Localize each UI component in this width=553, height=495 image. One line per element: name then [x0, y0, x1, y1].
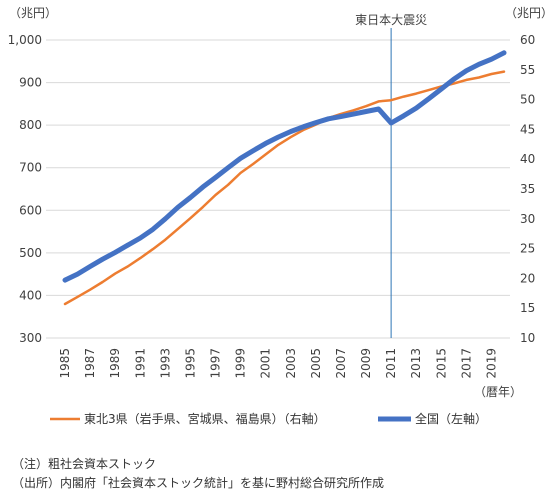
- x-tick-label: 2011: [384, 348, 398, 379]
- y-right-tick-label: 55: [520, 63, 535, 77]
- x-tick-label: 2007: [334, 348, 348, 379]
- gridlines: [46, 39, 510, 339]
- x-tick-label: 2003: [284, 348, 298, 379]
- y-left-tick-label: 900: [19, 76, 42, 90]
- x-tick-label: 1997: [209, 348, 223, 379]
- x-tick-label: 2001: [259, 348, 273, 379]
- y-left-tick-label: 1,000: [8, 33, 42, 47]
- x-axis-ticks: 1985 1987 1989 1991 1993 1995 1997 1999 2001 2003…: [58, 348, 498, 379]
- legend-label-national: 全国（左軸）: [415, 411, 487, 426]
- x-tick-label: 2009: [359, 348, 373, 379]
- x-tick-label: 1989: [108, 348, 122, 379]
- note-source: （出所）内閣府「社会資本ストック統計」を基に野村総合研究所作成: [12, 476, 385, 490]
- left-axis-ticks: 300 400 500 600 700 800 900 1,000: [8, 33, 42, 345]
- x-tick-label: 1985: [58, 348, 72, 379]
- y-right-tick-label: 45: [520, 122, 535, 136]
- y-right-tick-label: 35: [520, 182, 535, 196]
- y-right-tick-label: 50: [520, 93, 535, 107]
- left-axis-unit: （兆円）: [9, 6, 57, 20]
- x-tick-label: 1987: [83, 348, 97, 379]
- y-left-tick-label: 400: [19, 288, 42, 302]
- y-left-tick-label: 800: [19, 118, 42, 132]
- y-right-tick-label: 25: [520, 242, 535, 256]
- event-marker: 東日本大震災: [355, 13, 427, 338]
- y-left-tick-label: 700: [19, 161, 42, 175]
- right-axis-unit: （兆円）: [505, 6, 553, 20]
- x-tick-label: 2017: [459, 348, 473, 379]
- y-right-tick-label: 30: [520, 212, 535, 226]
- event-label: 東日本大震災: [355, 13, 427, 27]
- x-tick-label: 2005: [309, 348, 323, 379]
- series-lines: [62, 50, 507, 306]
- y-right-tick-label: 40: [520, 152, 535, 166]
- note-definition: （注）粗社会資本ストック: [12, 457, 157, 471]
- x-tick-label: 2013: [409, 348, 423, 379]
- y-right-tick-label: 15: [520, 301, 535, 315]
- x-tick-label: 1995: [183, 348, 197, 379]
- y-right-tick-label: 20: [520, 271, 535, 285]
- y-left-tick-label: 500: [19, 246, 42, 260]
- y-right-tick-label: 10: [520, 331, 535, 345]
- series-line-0: [63, 70, 506, 306]
- x-tick-label: 1991: [133, 348, 147, 379]
- x-tick-label: 2015: [434, 348, 448, 379]
- series-line-1: [62, 50, 507, 283]
- y-left-tick-label: 300: [19, 331, 42, 345]
- x-tick-label: 2019: [484, 348, 498, 379]
- y-left-tick-label: 600: [19, 203, 42, 217]
- legend: 東北3県（岩手県、宮城県、福島県）（右軸） 全国（左軸）: [50, 411, 487, 426]
- x-tick-label: 1999: [234, 348, 248, 379]
- y-right-tick-label: 60: [520, 33, 535, 47]
- right-axis-ticks: 10 15 20 25 30 35 40 45 50 55 60: [520, 33, 535, 345]
- legend-label-tohoku: 東北3県（岩手県、宮城県、福島県）（右軸）: [84, 411, 326, 426]
- x-axis-label: （暦年）: [474, 385, 522, 399]
- x-tick-label: 1993: [158, 348, 172, 379]
